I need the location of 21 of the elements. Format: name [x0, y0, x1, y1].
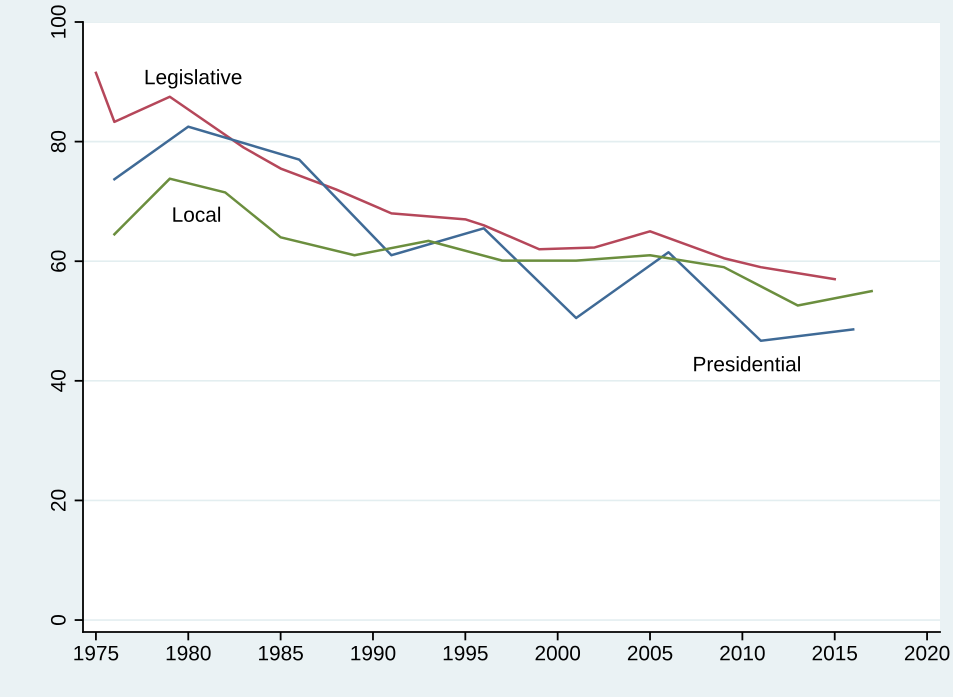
x-tick-label: 2005 — [628, 646, 672, 660]
y-tick-label: 20 — [50, 490, 66, 511]
series-label: Presidential — [694, 356, 800, 372]
x-tick-label: 2000 — [536, 646, 580, 660]
y-tick-label: 80 — [50, 130, 66, 152]
series-label: Legislative — [146, 69, 242, 89]
x-tick-label: 2015 — [812, 646, 858, 660]
y-tick-label: 40 — [50, 370, 66, 392]
series-label: Local — [173, 206, 220, 222]
x-tick-label: 1995 — [444, 646, 488, 660]
x-tick-label: 1975 — [74, 646, 118, 660]
y-tick-label: 60 — [50, 250, 66, 272]
y-tick-label: 0 — [50, 615, 66, 626]
x-tick-label: 1990 — [351, 646, 396, 660]
line-series — [113, 125, 854, 342]
x-tick-label: 1980 — [166, 646, 211, 660]
line-series — [113, 177, 873, 307]
x-tick-label: 2020 — [904, 646, 950, 660]
x-tick-label: 1985 — [259, 646, 303, 660]
y-tick-label: 100 — [50, 5, 66, 38]
x-tick-label: 2010 — [720, 646, 765, 660]
